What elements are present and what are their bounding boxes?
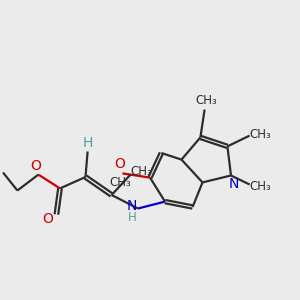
Text: H: H — [83, 136, 93, 150]
Text: CH₃: CH₃ — [250, 128, 271, 141]
Text: CH₃: CH₃ — [109, 176, 131, 189]
Text: O: O — [115, 158, 125, 171]
Text: O: O — [42, 212, 53, 226]
Text: CH₃: CH₃ — [130, 165, 152, 178]
Text: H: H — [128, 211, 136, 224]
Text: O: O — [31, 159, 41, 172]
Text: N: N — [127, 199, 137, 213]
Text: CH₃: CH₃ — [195, 94, 217, 107]
Text: CH₃: CH₃ — [250, 180, 271, 194]
Text: N: N — [229, 177, 239, 191]
